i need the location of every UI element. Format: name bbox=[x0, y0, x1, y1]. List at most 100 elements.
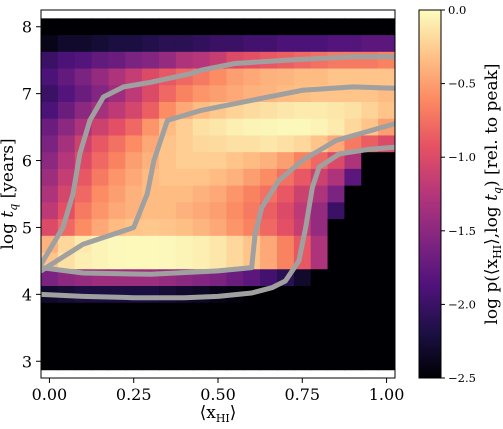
heatmap-cell bbox=[378, 252, 395, 270]
heatmap-cell bbox=[108, 68, 126, 86]
heatmap-cell bbox=[142, 118, 160, 137]
contour-line-outer bbox=[41, 54, 395, 267]
heatmap-cell bbox=[243, 352, 261, 371]
y-tick-label: 4 bbox=[22, 285, 32, 304]
heatmap-cell bbox=[192, 85, 211, 103]
heatmap-cell bbox=[74, 336, 93, 354]
heatmap-cell bbox=[361, 202, 379, 220]
heatmap-cell bbox=[327, 219, 346, 237]
heatmap-cell bbox=[293, 168, 312, 187]
heatmap-cell bbox=[209, 18, 228, 36]
heatmap-cell bbox=[108, 135, 126, 153]
heatmap-cell bbox=[108, 235, 126, 254]
heatmap-cell bbox=[108, 185, 126, 203]
heatmap-cell bbox=[310, 302, 329, 321]
heatmap-cell bbox=[310, 235, 329, 254]
heatmap-cell bbox=[142, 319, 160, 337]
heatmap-cell bbox=[310, 118, 329, 137]
heatmap-cell bbox=[344, 185, 362, 203]
heatmap-cell bbox=[175, 118, 194, 137]
heatmap-cell bbox=[91, 51, 110, 70]
heatmap-cell bbox=[344, 286, 362, 304]
heatmap-cell bbox=[91, 68, 110, 86]
heatmap-cell bbox=[91, 152, 110, 170]
heatmap-cell bbox=[310, 319, 329, 337]
heatmap-cell bbox=[74, 18, 93, 36]
heatmap-cell bbox=[74, 85, 93, 103]
heatmap-cell bbox=[209, 319, 228, 337]
heatmap-cell bbox=[125, 185, 143, 203]
heatmap-cell bbox=[327, 51, 346, 70]
heatmap-cell bbox=[344, 135, 362, 153]
heatmap-cell bbox=[310, 252, 329, 270]
heatmap-cell bbox=[243, 185, 261, 203]
heatmap-cell bbox=[74, 319, 93, 337]
heatmap-cell bbox=[57, 135, 76, 153]
heatmap-cell bbox=[277, 336, 295, 354]
heatmap-cell bbox=[277, 35, 295, 53]
heatmap-cell bbox=[378, 35, 395, 53]
heatmap-cell bbox=[361, 302, 379, 321]
heatmap-cell bbox=[175, 235, 194, 254]
heatmap-cell bbox=[277, 135, 295, 153]
heatmap-cell bbox=[277, 352, 295, 371]
heatmap-cell bbox=[327, 202, 346, 220]
colorbar-tick-label: −2.5 bbox=[448, 371, 476, 385]
heatmap-cell bbox=[310, 336, 329, 354]
colorbar-tick-label: −1.5 bbox=[448, 224, 476, 238]
heatmap-cell bbox=[293, 185, 312, 203]
heatmap-cell bbox=[175, 202, 194, 220]
heatmap-cell bbox=[57, 35, 76, 53]
heatmap-cell bbox=[91, 336, 110, 354]
heatmap-cell bbox=[175, 85, 194, 103]
heatmap-cell bbox=[277, 302, 295, 321]
heatmap-cell bbox=[260, 235, 278, 254]
heatmap-cell bbox=[293, 319, 312, 337]
heatmap-cell bbox=[344, 152, 362, 170]
heatmap-cell bbox=[327, 286, 346, 304]
heatmap-cell bbox=[142, 18, 160, 36]
heatmap-cell bbox=[175, 51, 194, 70]
heatmap-cell bbox=[277, 252, 295, 270]
heatmap-cell bbox=[175, 352, 194, 371]
heatmap-cell bbox=[378, 168, 395, 187]
heatmap-cell bbox=[192, 118, 211, 137]
heatmap-cell bbox=[209, 152, 228, 170]
heatmap-cell bbox=[310, 102, 329, 120]
heatmap-cell bbox=[57, 18, 76, 36]
heatmap-cell bbox=[108, 118, 126, 137]
heatmap-cell bbox=[277, 286, 295, 304]
heatmap-cells bbox=[41, 18, 395, 371]
heatmap-cell bbox=[293, 118, 312, 137]
heatmap-cell bbox=[378, 102, 395, 120]
heatmap-cell bbox=[226, 85, 244, 103]
heatmap-cell bbox=[310, 35, 329, 53]
heatmap-cell bbox=[243, 35, 261, 53]
heatmap-cell bbox=[226, 319, 244, 337]
heatmap-cell bbox=[142, 51, 160, 70]
y-tick-label: 5 bbox=[22, 218, 32, 237]
heatmap-cell bbox=[277, 118, 295, 137]
heatmap-cell bbox=[344, 336, 362, 354]
heatmap-cell bbox=[175, 252, 194, 270]
heatmap-cell bbox=[260, 319, 278, 337]
heatmap-cell bbox=[125, 286, 143, 304]
heatmap-cell bbox=[293, 352, 312, 371]
heatmap-cell bbox=[243, 135, 261, 153]
heatmap-cell bbox=[327, 168, 346, 187]
y-tick-label: 8 bbox=[22, 18, 32, 37]
heatmap-cell bbox=[91, 302, 110, 321]
heatmap-cell bbox=[277, 235, 295, 254]
heatmap-cell bbox=[226, 168, 244, 187]
heatmap-cell bbox=[57, 336, 76, 354]
heatmap-cell bbox=[209, 185, 228, 203]
heatmap-cell bbox=[361, 336, 379, 354]
heatmap-cell bbox=[159, 336, 177, 354]
heatmap-cell bbox=[175, 135, 194, 153]
x-axis-ticks: 0.00 0.25 0.50 0.75 1.00 bbox=[32, 378, 404, 404]
heatmap-cell bbox=[226, 118, 244, 137]
colorbar-tick-label: −1.0 bbox=[448, 150, 476, 164]
heatmap-cell bbox=[159, 202, 177, 220]
heatmap-cell bbox=[327, 269, 346, 287]
heatmap-cell bbox=[243, 269, 261, 287]
